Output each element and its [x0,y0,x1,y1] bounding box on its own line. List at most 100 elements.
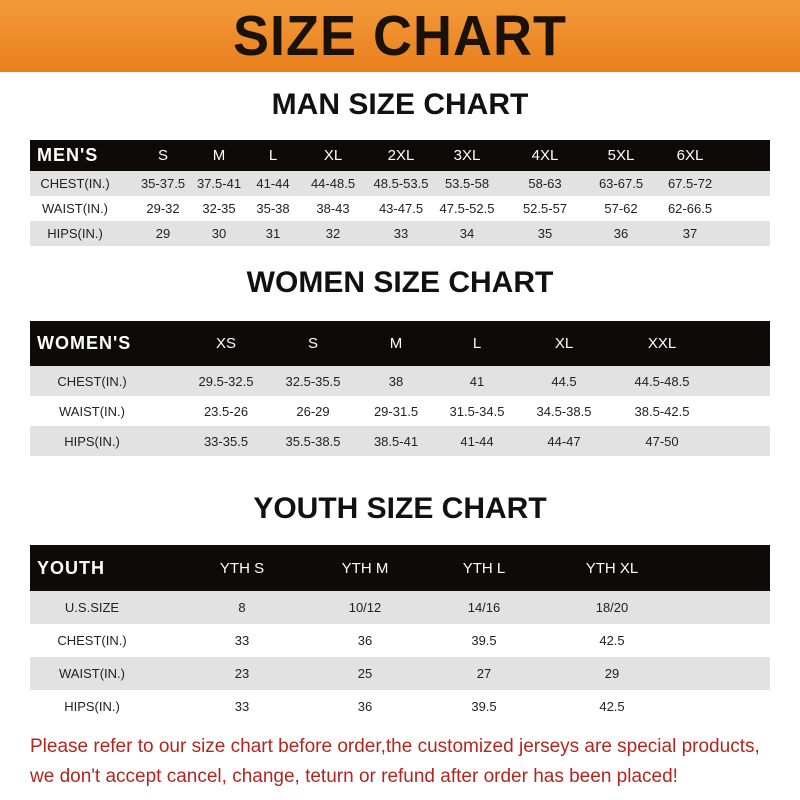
table-row: CHEST(IN.) 29.5-32.5 32.5-35.5 38 41 44.5 44.5… [30,366,770,396]
size-header: XL [323,147,343,164]
size-value: 35 [537,226,553,241]
size-value: 38.5-42.5 [634,403,690,419]
measure-label: CHEST(IN.) [57,633,127,648]
size-header: L [472,335,482,352]
measure-label: HIPS(IN.) [64,433,120,449]
size-value: 44.5 [551,373,577,389]
table-row: WAIST(IN.) 23 25 27 29 [30,657,770,690]
size-value: 43-47.5 [378,201,424,216]
size-header: YTH XL [585,559,639,577]
size-value: 8 [238,600,246,615]
size-value: 36 [357,699,373,714]
size-header: 5XL [607,147,635,164]
size-value: 36 [613,226,629,241]
size-header: 2XL [387,147,415,164]
measure-label: WAIST(IN.) [42,201,108,216]
size-value: 10/12 [348,600,382,615]
measure-label: WAIST(IN.) [59,403,125,419]
table-title-cell: WOMEN'S [37,333,132,353]
measure-label: CHEST(IN.) [57,373,127,389]
table-title-cell: MEN'S [37,145,99,165]
size-header: M [212,147,226,164]
size-header: 6XL [676,147,704,164]
size-value: 30 [211,226,227,241]
size-value: 44-48.5 [310,176,356,191]
size-value: 29-31.5 [373,403,419,419]
size-value: 33-35.5 [203,433,249,449]
men-size-table: MEN'S S M L XL 2XL 3XL 4XL 5XL 6XL CHEST(IN.) 35-37… [30,140,770,246]
measure-label: WAIST(IN.) [59,666,125,681]
table-row: CHEST(IN.) 35-37.5 37.5-41 41-44 44-48.5 48.5… [30,171,770,196]
size-header: YTH M [341,559,389,577]
size-value: 35-37.5 [140,176,186,191]
size-value: 47-50 [645,433,679,449]
size-header: L [268,147,278,164]
table-row: HIPS(IN.) 29 30 31 32 33 34 35 36 37 [30,221,770,246]
footer-line-1: Please refer to our size chart before or… [30,736,760,757]
size-value: 58-63 [528,176,562,191]
size-value: 27 [476,666,492,681]
size-header: S [157,147,169,164]
size-value: 38.5-41 [373,433,419,449]
size-value: 42.5 [599,633,625,648]
women-title: WOMEN SIZE CHART [246,266,554,299]
banner-title: SIZE CHART [233,4,567,68]
size-value: 67.5-72 [667,176,713,191]
size-value: 14/16 [467,600,501,615]
size-value: 47.5-52.5 [439,201,495,216]
size-value: 41-44 [460,433,494,449]
table-row: WAIST(IN.) 29-32 32-35 35-38 38-43 43-47.5 47.… [30,196,770,221]
size-value: 34 [459,226,475,241]
banner: SIZE CHART [0,0,800,72]
youth-size-table: YOUTH YTH S YTH M YTH L YTH XL U.S.SIZE 8 10/12… [30,545,770,723]
size-value: 31.5-34.5 [449,403,505,419]
measure-label: U.S.SIZE [64,600,120,615]
size-value: 32.5-35.5 [285,373,341,389]
table-header-row: MEN'S S M L XL 2XL 3XL 4XL 5XL 6XL [30,140,770,171]
size-value: 39.5 [471,633,497,648]
footer-notice: Please refer to our size chart before or… [30,732,790,792]
size-value: 33 [393,226,409,241]
women-size-table: WOMEN'S XS S M L XL XXL CHEST(IN.) 29.5-32.5 32.5… [30,321,770,456]
measure-label: HIPS(IN.) [47,226,103,241]
size-header: XXL [647,335,677,352]
table-row: CHEST(IN.) 33 36 39.5 42.5 [30,624,770,657]
table-header-row: YOUTH YTH S YTH M YTH L YTH XL [30,545,770,591]
size-value: 37.5-41 [196,176,242,191]
size-value: 42.5 [599,699,625,714]
measure-label: HIPS(IN.) [64,699,120,714]
size-value: 29.5-32.5 [198,373,254,389]
size-value: 29 [604,666,620,681]
size-value: 37 [682,226,698,241]
size-value: 52.5-57 [522,201,568,216]
size-header: XS [215,335,237,352]
size-value: 29 [155,226,171,241]
size-value: 35-38 [256,201,290,216]
size-value: 35.5-38.5 [285,433,341,449]
size-header: YTH S [219,559,265,577]
size-value: 41-44 [256,176,290,191]
size-value: 41 [469,373,485,389]
size-value: 33 [234,633,250,648]
size-header: M [389,335,403,352]
size-value: 36 [357,633,373,648]
size-value: 62-66.5 [667,201,713,216]
size-value: 33 [234,699,250,714]
size-header: 4XL [531,147,559,164]
youth-title: YOUTH SIZE CHART [253,492,547,525]
size-value: 39.5 [471,699,497,714]
size-value: 34.5-38.5 [536,403,592,419]
size-value: 63-67.5 [598,176,644,191]
size-value: 31 [265,226,281,241]
size-value: 23 [234,666,250,681]
size-value: 29-32 [146,201,180,216]
men-title: MAN SIZE CHART [271,88,529,121]
table-title-cell: YOUTH [37,557,105,578]
size-value: 32-35 [202,201,236,216]
table-row: U.S.SIZE 8 10/12 14/16 18/20 [30,591,770,624]
size-header: XL [554,335,574,352]
size-value: 18/20 [595,600,629,615]
size-value: 44-47 [547,433,581,449]
table-row: HIPS(IN.) 33 36 39.5 42.5 [30,690,770,723]
size-value: 32 [325,226,341,241]
